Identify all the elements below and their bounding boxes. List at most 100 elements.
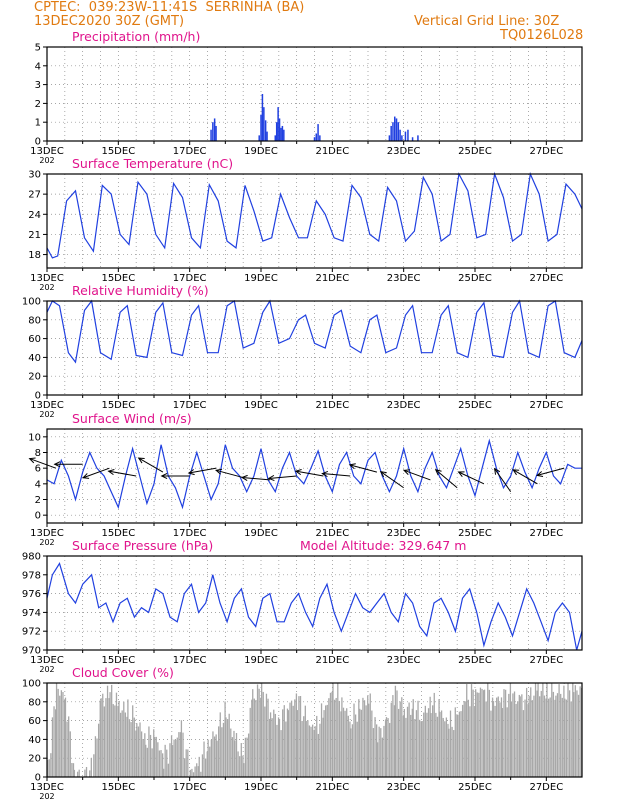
wind-arrow-head bbox=[536, 471, 544, 478]
wind-arrow bbox=[349, 464, 378, 473]
cloud-cover-bar bbox=[427, 708, 430, 777]
cloud-cover-bar bbox=[438, 699, 440, 777]
cloud-cover-bar bbox=[508, 693, 510, 777]
cloud-cover-bar bbox=[335, 697, 337, 777]
cloud-cover-bar bbox=[463, 701, 465, 777]
y-tick-label: 0 bbox=[35, 773, 41, 784]
x-tick-label: 23DEC bbox=[387, 273, 421, 284]
wind-arrow-head bbox=[457, 471, 465, 477]
cloud-cover-bar bbox=[239, 756, 241, 777]
wind-arrow bbox=[108, 470, 137, 477]
cloud-cover-bar bbox=[564, 698, 566, 777]
cloud-cover-bar bbox=[341, 697, 343, 777]
cloud-cover-bar bbox=[356, 721, 358, 777]
y-tick-label: 978 bbox=[22, 570, 41, 581]
cloud-cover-bar bbox=[140, 731, 143, 777]
cloud-cover-bar bbox=[47, 759, 49, 777]
cloud-cover-bar bbox=[228, 713, 230, 777]
wind-arrow bbox=[322, 473, 351, 477]
y-tick-label: 21 bbox=[28, 230, 41, 241]
wind-arrow-head bbox=[321, 470, 329, 478]
x-tick-label: 25DEC bbox=[458, 782, 492, 793]
cloud-cover-bar bbox=[102, 693, 104, 777]
y-tick-label: 20 bbox=[28, 754, 41, 765]
x-tick-label: 27DEC bbox=[529, 146, 563, 157]
cloud-cover-bar bbox=[290, 700, 293, 777]
cloud-cover-bar bbox=[164, 744, 166, 777]
cloud-cover-bar bbox=[567, 683, 569, 777]
x-year-label: 202 bbox=[39, 410, 54, 419]
cloud-cover-bar bbox=[114, 705, 116, 777]
x-tick-label: 17DEC bbox=[173, 782, 207, 793]
cloud-cover-bar bbox=[198, 756, 200, 777]
cloud-cover-bar bbox=[494, 705, 496, 777]
cloud-cover-bar bbox=[421, 720, 423, 777]
cloud-cover-bar bbox=[378, 726, 380, 777]
x-tick-label: 21DEC bbox=[315, 146, 349, 157]
y-tick-label: 972 bbox=[22, 627, 41, 638]
cloud-cover-bar bbox=[496, 697, 498, 777]
x-tick-label: 25DEC bbox=[458, 273, 492, 284]
cloud-cover-bar bbox=[294, 699, 296, 777]
cloud-cover-bar bbox=[59, 695, 61, 777]
cloud-cover-bar bbox=[73, 769, 76, 777]
cloud-cover-bar bbox=[233, 730, 235, 777]
cloud-cover-bar bbox=[230, 728, 232, 777]
wind-arrow-head bbox=[294, 469, 302, 476]
cloud-cover-bar bbox=[151, 748, 153, 777]
cloud-cover-bar bbox=[531, 700, 533, 777]
precip-bar bbox=[404, 131, 407, 141]
precip-bar bbox=[261, 94, 264, 141]
cloud-cover-bar bbox=[392, 695, 394, 777]
cloud-cover-bar bbox=[76, 771, 79, 777]
cloud-cover-bar bbox=[84, 769, 86, 777]
cloud-cover-bar bbox=[479, 687, 482, 777]
cloud-cover-bar bbox=[528, 695, 530, 777]
precip-bar bbox=[399, 129, 401, 141]
cloud-cover-bar bbox=[307, 720, 309, 777]
cloud-cover-bar bbox=[333, 699, 336, 777]
cloud-cover-bar bbox=[418, 719, 421, 777]
wind-arrow-head bbox=[267, 474, 275, 482]
x-tick-label: 23DEC bbox=[387, 782, 421, 793]
cloud-cover-bar bbox=[552, 691, 555, 777]
cloud-cover-bar bbox=[222, 722, 225, 777]
cloud-cover-bar bbox=[176, 737, 178, 777]
cloud-cover-bar bbox=[167, 763, 170, 777]
cloud-cover-bar bbox=[401, 697, 403, 777]
cloud-cover-bar bbox=[206, 751, 208, 777]
x-tick-label: 15DEC bbox=[101, 528, 135, 539]
x-tick-label: 27DEC bbox=[529, 528, 563, 539]
cloud-cover-bar bbox=[320, 703, 323, 777]
header-grid-note: Vertical Grid Line: 30Z bbox=[414, 14, 560, 29]
cloud-cover-bar bbox=[155, 736, 157, 777]
cloud-cover-bar bbox=[247, 733, 250, 777]
precip-bar bbox=[260, 114, 262, 141]
cloud-cover-bar bbox=[162, 753, 164, 777]
cloud-cover-bar bbox=[292, 705, 294, 777]
precip-bar bbox=[274, 135, 277, 141]
y-tick-label: 100 bbox=[22, 297, 41, 308]
cloud-cover-bar bbox=[142, 739, 144, 777]
cloud-cover-bar bbox=[442, 717, 444, 777]
cloud-cover-bar bbox=[322, 717, 324, 777]
cloud-cover-bar bbox=[509, 683, 512, 777]
cloud-cover-bar bbox=[542, 683, 544, 777]
cloud-cover-bar bbox=[572, 683, 574, 777]
cloud-cover-bar bbox=[426, 712, 428, 777]
y-tick-label: 80 bbox=[28, 315, 41, 326]
cloud-cover-bar bbox=[219, 712, 221, 777]
cloud-cover-bar bbox=[353, 703, 355, 777]
precip-bar bbox=[210, 129, 212, 141]
cloud-cover-bar bbox=[240, 743, 242, 777]
y-tick-label: 4 bbox=[35, 479, 41, 490]
cloud-cover-bar bbox=[394, 685, 397, 777]
panel-title: Precipitation (mm/h) bbox=[72, 29, 200, 44]
cloud-cover-bar bbox=[467, 699, 469, 777]
cloud-cover-bar bbox=[414, 719, 416, 777]
x-tick-label: 25DEC bbox=[458, 655, 492, 666]
wind-arrow bbox=[82, 467, 110, 479]
cloud-cover-bar bbox=[109, 692, 111, 777]
y-tick-label: 8 bbox=[35, 448, 41, 459]
cloud-cover-bar bbox=[183, 758, 186, 777]
